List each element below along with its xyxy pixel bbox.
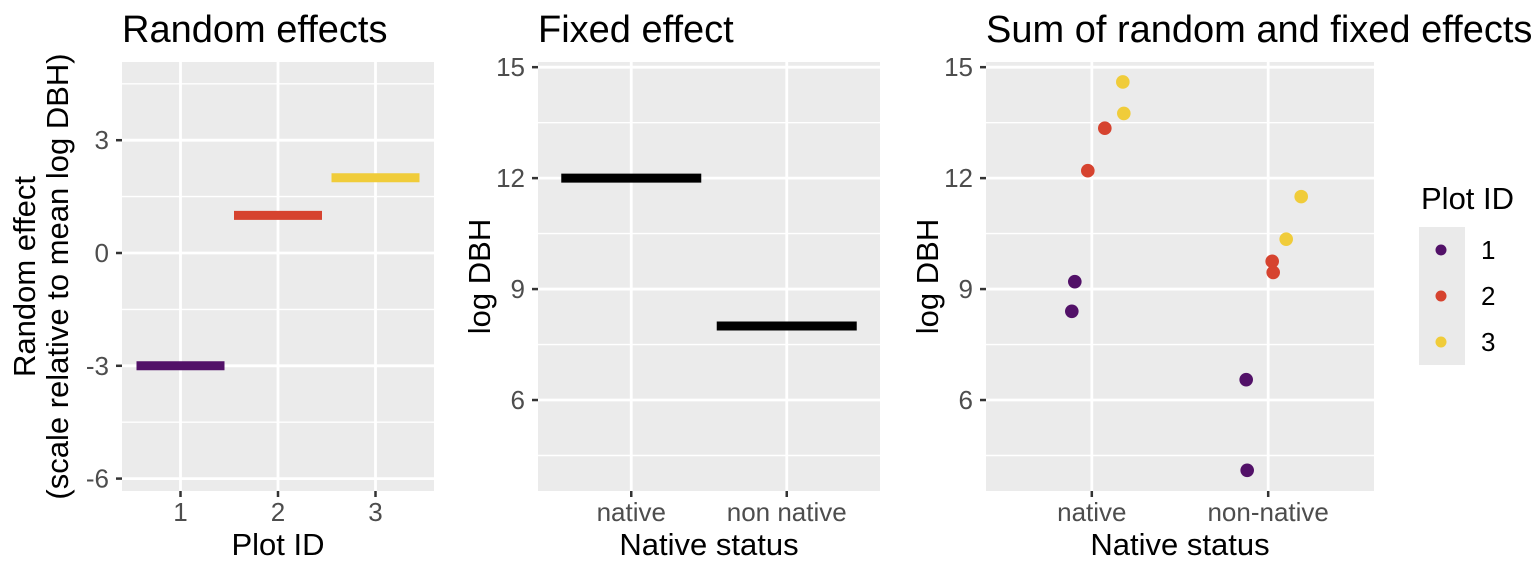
legend-dot-1 [1435,244,1447,256]
axis-title-x: Native status [619,527,798,562]
x-tick-label: native [597,497,666,527]
panel-title: Fixed effect [538,9,734,51]
panel-0: 3 0 -3 -6 1 2 3 Plot ID Random effect(scale rela… [7,9,434,562]
y-tick-label: -3 [86,351,109,381]
point-plot2 [1266,265,1280,280]
point-plot2 [1098,121,1112,135]
y-tick-label: 3 [95,125,109,155]
point-plot3 [1116,75,1130,89]
axis-title-x: Native status [1090,527,1269,562]
point-plot1 [1068,274,1082,289]
y-tick-label: -6 [86,464,109,494]
axis-title-y: (scale relative to mean log DBH) [40,53,75,499]
axis-title-y: log DBH [462,219,497,334]
x-tick-label: 2 [271,497,285,527]
x-tick-label: 3 [368,497,382,527]
legend-label: 1 [1481,235,1495,265]
y-tick-label: 15 [496,52,525,82]
axis-title-x: Plot ID [231,527,324,562]
y-tick-label: 12 [944,163,973,193]
panel-title: Random effects [122,9,387,51]
point-plot2 [1265,254,1279,269]
legend-dot-3 [1435,336,1447,348]
y-tick-label: 9 [959,274,973,304]
point-plot3 [1294,189,1308,204]
y-tick-label: 6 [511,385,525,415]
legend: Plot ID 1 2 3 [1419,181,1514,365]
y-tick-label: 9 [511,274,525,304]
point-plot1 [1065,304,1079,319]
point-plot1 [1240,463,1254,478]
panel-bg [538,62,880,491]
y-tick-label: 12 [496,163,525,193]
x-tick-label: non-native [1207,497,1328,527]
x-tick-label: 1 [173,497,187,527]
point-plot3 [1279,232,1293,246]
x-tick-label: non native [727,497,847,527]
panel-bg [986,62,1374,491]
x-tick-label: native [1057,497,1126,527]
y-tick-label: 0 [95,238,109,268]
axis-title-y: Random effect [7,176,42,377]
point-plot3 [1117,106,1131,121]
legend-label: 2 [1481,281,1495,311]
legend-dot-2 [1435,290,1447,302]
y-tick-label: 6 [959,385,973,415]
axis-title-y: log DBH [910,219,945,334]
y-tick-label: 15 [944,52,973,82]
legend-title: Plot ID [1421,181,1514,216]
point-plot2 [1081,163,1095,178]
legend-label: 3 [1481,327,1495,357]
panel-title: Sum of random and fixed effects [986,9,1532,51]
point-plot1 [1239,372,1253,387]
